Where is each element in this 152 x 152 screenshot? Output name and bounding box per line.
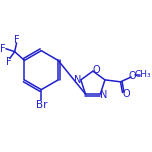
Text: N: N [100,90,107,100]
Text: Br: Br [36,100,47,110]
Text: O: O [123,90,130,100]
Text: CH₃: CH₃ [135,69,151,79]
Text: F: F [14,35,19,45]
Text: F: F [6,57,12,67]
Text: O: O [128,71,136,81]
Text: N: N [74,75,82,85]
Text: F: F [0,44,6,54]
Text: O: O [92,65,100,75]
